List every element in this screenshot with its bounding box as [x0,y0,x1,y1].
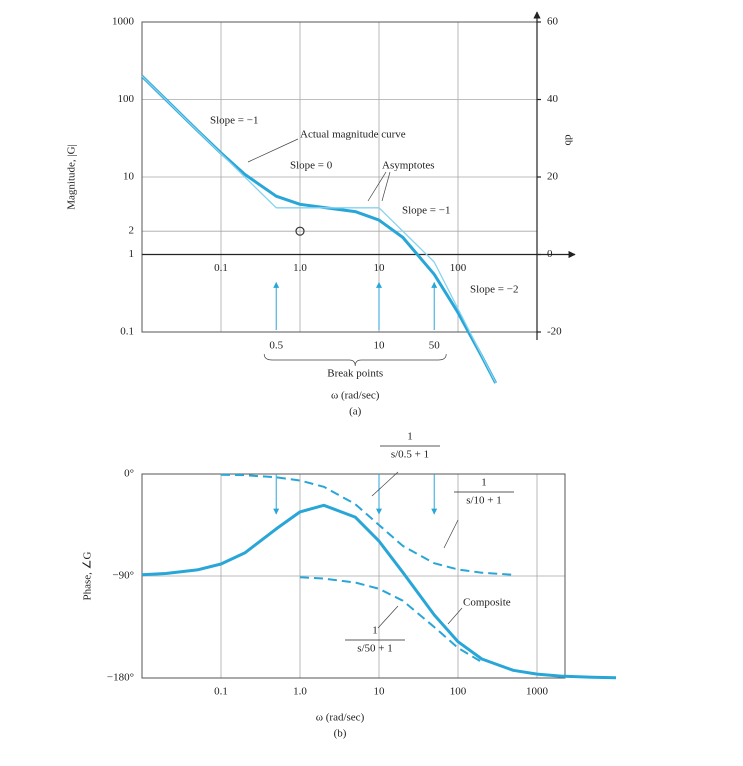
asymptote-line [299,576,483,663]
series-label: Composite [463,597,511,609]
x-tick-label: 1.0 [293,262,307,274]
fraction-denominator: s/50 + 1 [357,643,393,655]
y-tick-label: −180° [107,672,134,684]
break-points-title: Break points [327,368,383,380]
y-tick-label: 1 [129,248,135,260]
caption: (b) [334,728,347,740]
y-tick-label: 100 [118,93,135,105]
fraction-denominator: s/10 + 1 [466,495,502,507]
leader [247,138,299,163]
y2-tick-label: 20 [547,171,559,183]
curve [140,75,498,384]
x-tick-label: 0.1 [214,262,228,274]
series-label: Asymptotes [382,160,435,172]
fraction-numerator: 1 [372,625,378,637]
leader [377,605,399,629]
leader [447,607,463,625]
annotation: Slope = −2 [470,284,518,296]
annotation: Slope = −1 [402,205,450,217]
y-tick-label: 2 [129,225,135,237]
break-point-label: 50 [429,340,441,352]
y-tick-label: 0° [124,468,134,480]
x-tick-label: 1000 [526,686,549,698]
y2-tick-label: 0 [547,248,553,260]
leader [443,519,459,549]
asymptote-line [141,75,497,383]
plot-frame [141,473,566,679]
x-tick-label: 100 [450,262,467,274]
y-tick-label: −90° [112,570,134,582]
y-tick-label: 10 [123,171,135,183]
y2-tick-label: -20 [547,326,562,338]
caption: (a) [349,406,362,418]
leader [367,171,391,202]
series-label: Actual magnitude curve [300,129,406,141]
fraction-denominator: s/0.5 + 1 [391,449,429,461]
fraction-numerator: 1 [481,477,487,489]
x-tick-label: 10 [374,262,386,274]
leader [371,471,399,497]
fraction-numerator: 1 [407,431,413,443]
y2-tick-label: 60 [547,16,559,28]
curve [141,503,617,680]
break-point-label: 10 [374,340,386,352]
x-axis-label: ω (rad/sec) [331,390,380,402]
y-axis-label: Magnitude, |G| [66,144,78,210]
x-tick-label: 10 [374,686,386,698]
y2-tick-label: 40 [547,93,559,105]
break-point-label: 0.5 [269,340,283,352]
y-tick-label: 0.1 [120,326,134,338]
asymptote-line [220,473,514,576]
y-axis-label: Phase, ∠G [82,551,94,600]
x-tick-label: 1.0 [293,686,307,698]
x-tick-label: 0.1 [214,686,228,698]
brace [263,353,447,367]
marker-point [295,226,305,236]
y-tick-label: 1000 [112,16,135,28]
y2-axis-label: db [562,135,574,147]
x-tick-label: 100 [450,686,467,698]
x-axis-label: ω (rad/sec) [316,712,365,724]
annotation: Slope = −1 [210,115,258,127]
annotation: Slope = 0 [290,160,333,172]
